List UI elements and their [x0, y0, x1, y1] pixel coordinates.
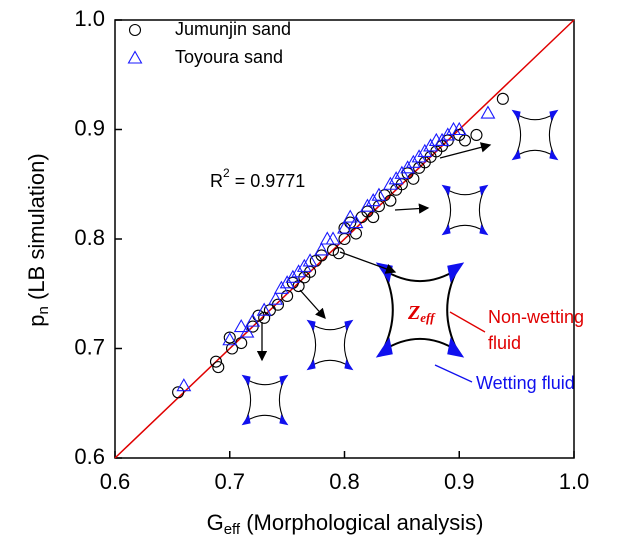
data-point — [222, 332, 238, 346]
y-tick-label: 1.0 — [74, 6, 105, 31]
data-point — [371, 187, 387, 201]
legend-marker — [128, 23, 142, 37]
arrows — [256, 142, 492, 362]
data-point — [239, 324, 255, 338]
x-axis-label: Geff (Morphological analysis) — [207, 510, 484, 538]
annotation: Wetting fluid — [476, 373, 575, 393]
x-tick-label: 0.6 — [100, 469, 131, 494]
reference-line — [114, 19, 575, 459]
x-tick-label: 1.0 — [559, 469, 590, 494]
y-tick-label: 0.8 — [74, 225, 105, 250]
annotation: fluid — [488, 333, 521, 353]
data-point — [348, 214, 364, 229]
z-label: Zeff — [407, 302, 436, 325]
data-point — [325, 231, 341, 245]
data-point — [256, 302, 272, 316]
data-point — [172, 386, 185, 399]
data-point — [225, 342, 239, 355]
x-tick-label: 0.7 — [214, 469, 245, 494]
data-point — [337, 220, 352, 234]
x-tick-label: 0.8 — [329, 469, 360, 494]
pointer — [434, 364, 473, 383]
data-point — [245, 313, 261, 327]
data-point — [233, 318, 249, 333]
data-point — [496, 92, 509, 105]
data-point — [349, 227, 363, 240]
data-point — [268, 291, 284, 305]
data-point — [332, 247, 345, 260]
data-point — [451, 121, 467, 136]
data-point — [209, 355, 223, 368]
pointer — [449, 311, 486, 333]
data-point — [314, 242, 329, 256]
legend-marker — [127, 50, 143, 64]
data-point — [281, 289, 294, 302]
data-point — [342, 209, 358, 223]
data-point — [470, 128, 483, 142]
x-tick-label: 0.9 — [444, 469, 475, 494]
data-point — [480, 105, 496, 119]
data-point — [235, 336, 248, 350]
r2-annotation: R2 = 0.9771 — [210, 166, 305, 191]
data-point — [258, 311, 271, 324]
data-point — [302, 253, 318, 267]
y-tick-label: 0.6 — [74, 444, 105, 469]
y-axis-label: pn (LB simulation) — [24, 153, 52, 326]
y-tick-label: 0.7 — [74, 334, 105, 359]
data-point — [176, 378, 192, 392]
legend-label: Jumunjin sand — [175, 19, 291, 39]
legend-label: Toyoura sand — [175, 47, 283, 67]
data-point — [212, 361, 225, 374]
annotation: Non-wetting — [488, 307, 584, 327]
y-tick-label: 0.9 — [74, 115, 105, 140]
